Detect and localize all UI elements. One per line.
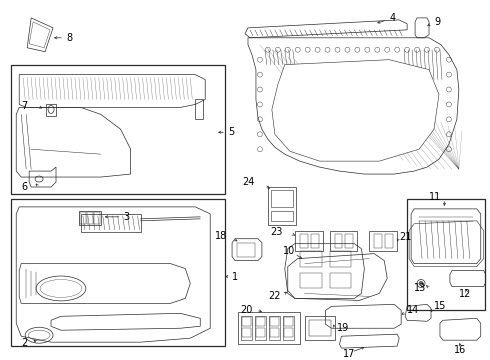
Text: 8: 8 [66, 33, 72, 43]
Text: 24: 24 [242, 177, 254, 187]
Text: 10: 10 [283, 246, 295, 256]
Bar [11, 65, 225, 194]
Bar [271, 190, 293, 207]
Text: 16: 16 [454, 345, 466, 355]
Text: 1: 1 [232, 271, 238, 282]
Bar [268, 187, 296, 225]
Text: 6: 6 [21, 182, 27, 192]
Text: 12: 12 [459, 289, 471, 300]
Bar [345, 234, 353, 248]
Bar [238, 312, 300, 344]
Bar [81, 214, 141, 232]
Bar [374, 234, 382, 248]
Bar [330, 231, 357, 251]
Bar [94, 212, 100, 224]
Text: 13: 13 [414, 283, 426, 293]
Bar [46, 104, 56, 116]
Bar [330, 251, 351, 266]
Text: 7: 7 [21, 102, 27, 112]
Bar [79, 211, 101, 225]
Bar [269, 316, 280, 340]
Text: 14: 14 [407, 305, 419, 315]
Bar [241, 316, 252, 340]
Text: 20: 20 [240, 305, 252, 315]
Bar [330, 273, 351, 288]
Text: 23: 23 [270, 227, 282, 237]
Bar [294, 231, 322, 251]
Bar [242, 328, 251, 337]
Bar [309, 320, 331, 336]
Ellipse shape [419, 282, 423, 285]
Bar [385, 234, 393, 248]
Bar [237, 243, 255, 257]
Text: 17: 17 [343, 349, 355, 359]
Bar [284, 328, 293, 337]
Polygon shape [272, 60, 439, 161]
Bar [300, 234, 308, 248]
Bar [256, 328, 265, 337]
Text: 18: 18 [215, 231, 227, 241]
Text: 15: 15 [434, 301, 446, 311]
Bar [300, 251, 321, 266]
Text: 21: 21 [399, 232, 412, 242]
Bar [256, 317, 265, 326]
Bar [270, 328, 279, 337]
Text: 2: 2 [21, 338, 27, 348]
Bar [87, 212, 93, 224]
Text: 5: 5 [228, 127, 234, 137]
Bar [284, 317, 293, 326]
Bar [270, 317, 279, 326]
Bar [283, 316, 294, 340]
Text: 11: 11 [429, 192, 441, 202]
Bar [305, 316, 335, 340]
Text: 9: 9 [434, 17, 440, 27]
Bar [242, 317, 251, 326]
Bar [80, 212, 86, 224]
Bar [369, 231, 397, 251]
Bar [335, 234, 343, 248]
Text: 19: 19 [337, 323, 349, 333]
Bar [271, 211, 293, 221]
Bar [11, 199, 225, 346]
Text: 22: 22 [268, 291, 280, 301]
Text: 4: 4 [389, 13, 395, 23]
Bar [255, 316, 266, 340]
Bar [407, 199, 485, 310]
Text: 3: 3 [123, 212, 130, 222]
Bar [311, 234, 319, 248]
Bar [196, 99, 203, 120]
Bar [300, 273, 321, 288]
